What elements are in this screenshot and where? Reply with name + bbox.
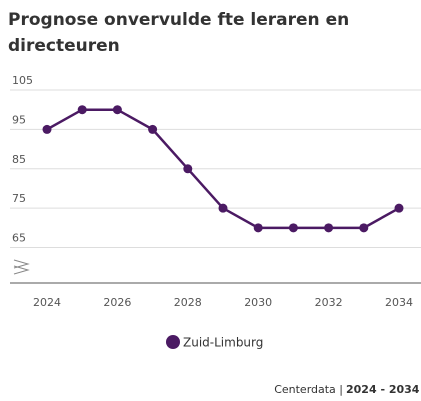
x-tick-label: 2032 xyxy=(315,296,343,309)
axis-break xyxy=(13,259,30,275)
y-tick-label: 65 xyxy=(12,232,26,245)
x-tick-label: 2024 xyxy=(33,296,61,309)
x-tick-label: 2026 xyxy=(103,296,131,309)
data-point xyxy=(77,105,87,115)
chart-title: directeuren xyxy=(8,36,120,56)
x-tick-label: 2028 xyxy=(174,296,202,309)
data-point xyxy=(288,223,298,233)
y-tick-label: 75 xyxy=(12,192,26,205)
legend-label: Zuid-Limburg xyxy=(183,336,263,350)
data-point xyxy=(218,203,228,213)
data-point xyxy=(148,124,158,134)
data-point xyxy=(359,223,369,233)
chart-title: Prognose onvervulde fte leraren en xyxy=(8,10,349,30)
y-tick-label: 105 xyxy=(12,74,33,87)
data-point xyxy=(324,223,334,233)
y-tick-label: 85 xyxy=(12,153,26,166)
data-point xyxy=(42,124,52,134)
legend-swatch xyxy=(166,335,180,349)
period: 2024 - 2034 xyxy=(346,383,420,396)
x-tick-label: 2034 xyxy=(385,296,413,309)
data-point xyxy=(183,164,193,174)
data-point xyxy=(253,223,263,233)
x-tick-label: 2030 xyxy=(244,296,272,309)
data-point xyxy=(394,203,404,213)
source: Centerdata | xyxy=(274,383,343,396)
y-tick-label: 95 xyxy=(12,113,26,126)
data-point xyxy=(112,105,122,115)
